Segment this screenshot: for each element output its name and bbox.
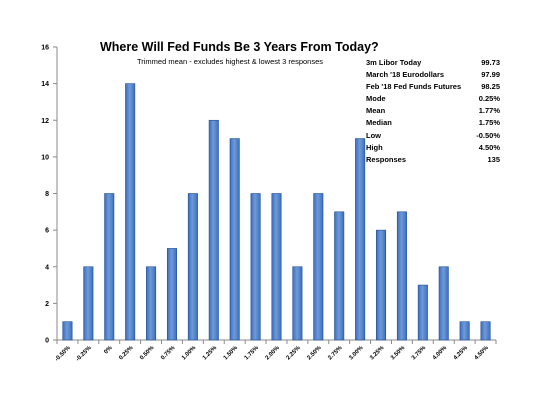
bar bbox=[83, 266, 94, 341]
stat-row-high: High 4.50% bbox=[366, 142, 500, 154]
stat-label: March '18 Eurodollars bbox=[366, 70, 445, 80]
stat-label: Low bbox=[366, 130, 381, 140]
y-tick-label: 0 bbox=[45, 338, 49, 345]
stat-value: 0.25% bbox=[478, 94, 500, 104]
y-tick-label: 4 bbox=[45, 264, 49, 271]
y-tick-label: 12 bbox=[41, 118, 49, 125]
chart-subtitle: Trimmed mean - excludes highest & lowest… bbox=[136, 57, 324, 66]
x-tick-label: 1.00% bbox=[181, 345, 198, 362]
bar bbox=[334, 211, 345, 341]
x-tick-label: 0.50% bbox=[139, 345, 156, 362]
stat-label: 3m Libor Today bbox=[366, 58, 422, 67]
stat-value: 97.99 bbox=[481, 70, 500, 80]
x-tick-label: 4.50% bbox=[474, 345, 491, 362]
stat-value: 1.75% bbox=[478, 118, 500, 128]
stat-label: Median bbox=[366, 118, 392, 128]
bar bbox=[166, 248, 177, 341]
bar bbox=[271, 193, 282, 341]
x-axis: -0.50% -0.25% 0% 0.25% 0.50% 0.75% 1.00% 1.25% 1… bbox=[54, 339, 497, 363]
bar bbox=[104, 193, 115, 341]
stats-table: 3m Libor Today 99.73 March '18 Eurodolla… bbox=[366, 57, 500, 166]
y-tick-label: 16 bbox=[41, 45, 49, 52]
x-tick-label: 3.00% bbox=[348, 345, 365, 362]
stat-row-fed-funds-futures: Feb '18 Fed Funds Futures 98.25 bbox=[366, 81, 500, 93]
bar bbox=[250, 193, 261, 341]
stat-row-responses: Responses 135 bbox=[366, 154, 500, 166]
stat-value: 99.73 bbox=[481, 58, 500, 67]
stat-label: Mode bbox=[366, 94, 386, 104]
y-axis: 0 2 4 6 8 10 12 14 16 bbox=[41, 45, 58, 345]
stat-row-mean: Mean 1.77% bbox=[366, 105, 500, 117]
bars bbox=[62, 83, 491, 341]
x-tick-label: 2.75% bbox=[327, 345, 344, 362]
bar bbox=[396, 211, 407, 341]
x-tick-label: 2.00% bbox=[265, 345, 282, 362]
x-tick-label: 2.50% bbox=[306, 345, 323, 362]
bar bbox=[480, 321, 491, 341]
bar bbox=[125, 83, 136, 341]
y-tick-label: 2 bbox=[45, 301, 49, 308]
stat-row-3m-libor: 3m Libor Today 99.73 bbox=[366, 57, 500, 69]
y-tick-label: 6 bbox=[45, 228, 49, 235]
bar bbox=[313, 193, 324, 341]
x-tick-label: 0.25% bbox=[118, 345, 135, 362]
x-tick-label: -0.50% bbox=[54, 345, 72, 363]
stat-label: High bbox=[366, 142, 383, 152]
x-tick-label: 4.25% bbox=[453, 345, 470, 362]
stat-label: Feb '18 Fed Funds Futures bbox=[366, 82, 462, 92]
y-tick-label: 14 bbox=[41, 81, 49, 88]
x-tick-label: 4.00% bbox=[432, 345, 449, 362]
stat-row-median: Median 1.75% bbox=[366, 117, 500, 129]
x-tick-label: -0.25% bbox=[75, 345, 93, 363]
bar bbox=[146, 266, 157, 341]
x-tick-label: 3.75% bbox=[411, 345, 428, 362]
chart-title: Where Will Fed Funds Be 3 Years From Tod… bbox=[100, 40, 379, 54]
stat-value: 1.77% bbox=[478, 106, 500, 116]
stat-value: 98.25 bbox=[481, 82, 500, 92]
x-tick-label: 2.25% bbox=[286, 345, 303, 362]
y-tick-label: 10 bbox=[41, 154, 49, 161]
x-tick-label: 3.50% bbox=[390, 345, 407, 362]
x-tick-label: 0% bbox=[103, 345, 114, 356]
bar bbox=[417, 284, 428, 341]
stat-row-eurodollars: March '18 Eurodollars 97.99 bbox=[366, 69, 500, 81]
stat-value: -0.50% bbox=[476, 130, 500, 140]
bar bbox=[229, 138, 240, 341]
x-tick-label: 1.75% bbox=[244, 345, 261, 362]
x-tick-label: 0.75% bbox=[160, 345, 177, 362]
bar bbox=[62, 321, 73, 341]
x-tick-label: 1.50% bbox=[223, 345, 240, 362]
bar bbox=[459, 321, 470, 341]
y-tick-label: 8 bbox=[45, 191, 49, 198]
bar bbox=[187, 193, 198, 341]
bar bbox=[292, 266, 303, 341]
bar bbox=[376, 229, 387, 341]
x-tick-label: 1.25% bbox=[202, 345, 219, 362]
stat-row-low: Low -0.50% bbox=[366, 130, 500, 142]
x-tick-label: 3.25% bbox=[369, 345, 386, 362]
bar bbox=[438, 266, 449, 341]
bar bbox=[355, 138, 366, 341]
stat-value: 4.50% bbox=[478, 142, 500, 152]
stat-label: Responses bbox=[366, 154, 407, 164]
bar bbox=[208, 119, 219, 341]
stat-row-mode: Mode 0.25% bbox=[366, 93, 500, 105]
stat-label: Mean bbox=[366, 106, 386, 116]
stat-value: 135 bbox=[487, 154, 500, 164]
